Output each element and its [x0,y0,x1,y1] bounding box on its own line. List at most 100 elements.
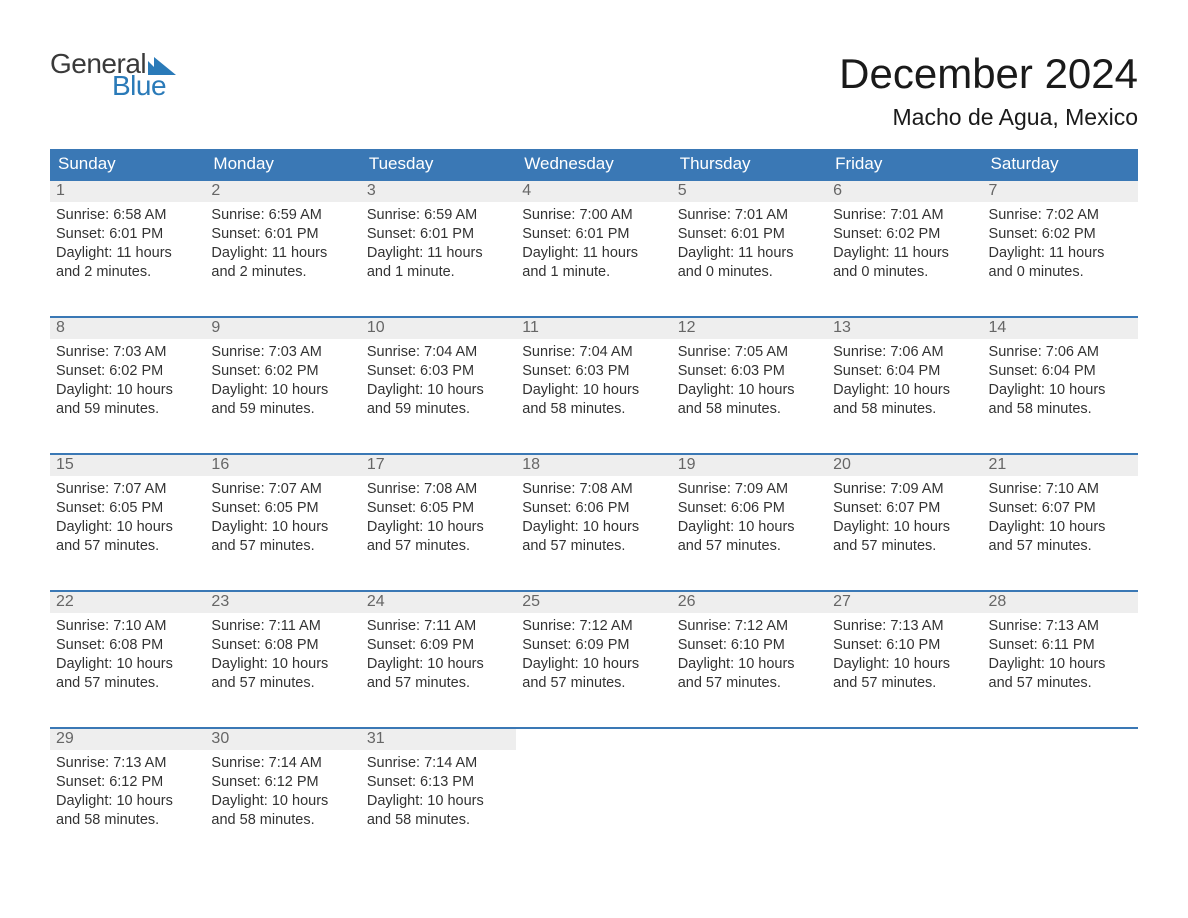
day-header-thursday: Thursday [672,149,827,179]
daylight-line-2: and 0 minutes. [989,263,1132,282]
day-number: 3 [361,181,516,202]
day-info: Sunrise: 6:58 AMSunset: 6:01 PMDaylight:… [50,202,205,287]
week-row: 22Sunrise: 7:10 AMSunset: 6:08 PMDayligh… [50,590,1138,727]
sunrise-line: Sunrise: 7:10 AM [56,617,199,636]
sunset-line: Sunset: 6:02 PM [833,225,976,244]
day-cell: 9Sunrise: 7:03 AMSunset: 6:02 PMDaylight… [205,318,360,453]
daylight-line-1: Daylight: 10 hours [56,655,199,674]
daylight-line-2: and 57 minutes. [522,537,665,556]
day-header-saturday: Saturday [983,149,1138,179]
day-info: Sunrise: 6:59 AMSunset: 6:01 PMDaylight:… [361,202,516,287]
day-info: Sunrise: 7:11 AMSunset: 6:09 PMDaylight:… [361,613,516,698]
daylight-line-1: Daylight: 10 hours [833,655,976,674]
daylight-line-1: Daylight: 10 hours [367,518,510,537]
day-cell: 10Sunrise: 7:04 AMSunset: 6:03 PMDayligh… [361,318,516,453]
day-cell: 18Sunrise: 7:08 AMSunset: 6:06 PMDayligh… [516,455,671,590]
sunrise-line: Sunrise: 7:13 AM [56,754,199,773]
daylight-line-1: Daylight: 11 hours [211,244,354,263]
sunrise-line: Sunrise: 7:09 AM [833,480,976,499]
daylight-line-1: Daylight: 11 hours [833,244,976,263]
day-info: Sunrise: 7:05 AMSunset: 6:03 PMDaylight:… [672,339,827,424]
daylight-line-1: Daylight: 10 hours [367,655,510,674]
day-cell: 14Sunrise: 7:06 AMSunset: 6:04 PMDayligh… [983,318,1138,453]
calendar: SundayMondayTuesdayWednesdayThursdayFrid… [50,149,1138,864]
day-cell: 13Sunrise: 7:06 AMSunset: 6:04 PMDayligh… [827,318,982,453]
day-info: Sunrise: 7:06 AMSunset: 6:04 PMDaylight:… [827,339,982,424]
day-info: Sunrise: 7:12 AMSunset: 6:09 PMDaylight:… [516,613,671,698]
daylight-line-2: and 58 minutes. [833,400,976,419]
day-info: Sunrise: 7:03 AMSunset: 6:02 PMDaylight:… [50,339,205,424]
daylight-line-1: Daylight: 10 hours [56,381,199,400]
daylight-line-2: and 59 minutes. [367,400,510,419]
sunrise-line: Sunrise: 7:11 AM [211,617,354,636]
week-row: 1Sunrise: 6:58 AMSunset: 6:01 PMDaylight… [50,179,1138,316]
day-number: 5 [672,181,827,202]
sunrise-line: Sunrise: 6:58 AM [56,206,199,225]
day-info: Sunrise: 7:12 AMSunset: 6:10 PMDaylight:… [672,613,827,698]
sunset-line: Sunset: 6:05 PM [56,499,199,518]
day-cell: 23Sunrise: 7:11 AMSunset: 6:08 PMDayligh… [205,592,360,727]
daylight-line-2: and 58 minutes. [211,811,354,830]
sunset-line: Sunset: 6:06 PM [678,499,821,518]
daylight-line-1: Daylight: 10 hours [211,381,354,400]
sunset-line: Sunset: 6:10 PM [833,636,976,655]
day-cell: 21Sunrise: 7:10 AMSunset: 6:07 PMDayligh… [983,455,1138,590]
daylight-line-2: and 57 minutes. [989,537,1132,556]
day-cell: 29Sunrise: 7:13 AMSunset: 6:12 PMDayligh… [50,729,205,864]
sunrise-line: Sunrise: 7:03 AM [56,343,199,362]
sunset-line: Sunset: 6:07 PM [989,499,1132,518]
day-info: Sunrise: 7:13 AMSunset: 6:10 PMDaylight:… [827,613,982,698]
day-number: 13 [827,318,982,339]
sunrise-line: Sunrise: 6:59 AM [211,206,354,225]
sunset-line: Sunset: 6:04 PM [989,362,1132,381]
day-cell: 24Sunrise: 7:11 AMSunset: 6:09 PMDayligh… [361,592,516,727]
sunrise-line: Sunrise: 7:10 AM [989,480,1132,499]
daylight-line-1: Daylight: 11 hours [367,244,510,263]
sunset-line: Sunset: 6:03 PM [678,362,821,381]
sunset-line: Sunset: 6:02 PM [56,362,199,381]
daylight-line-2: and 1 minute. [522,263,665,282]
sunset-line: Sunset: 6:07 PM [833,499,976,518]
sunrise-line: Sunrise: 7:01 AM [833,206,976,225]
day-header-row: SundayMondayTuesdayWednesdayThursdayFrid… [50,149,1138,179]
sunset-line: Sunset: 6:01 PM [522,225,665,244]
day-info: Sunrise: 7:09 AMSunset: 6:06 PMDaylight:… [672,476,827,561]
daylight-line-2: and 1 minute. [367,263,510,282]
sunset-line: Sunset: 6:05 PM [211,499,354,518]
day-cell: 5Sunrise: 7:01 AMSunset: 6:01 PMDaylight… [672,181,827,316]
empty-cell [672,729,827,864]
sunrise-line: Sunrise: 7:06 AM [989,343,1132,362]
daylight-line-2: and 58 minutes. [678,400,821,419]
daylight-line-2: and 2 minutes. [56,263,199,282]
day-number: 22 [50,592,205,613]
day-number: 17 [361,455,516,476]
daylight-line-2: and 57 minutes. [367,674,510,693]
daylight-line-1: Daylight: 10 hours [678,518,821,537]
sunset-line: Sunset: 6:09 PM [522,636,665,655]
month-title: December 2024 [839,50,1138,98]
sunset-line: Sunset: 6:13 PM [367,773,510,792]
day-info: Sunrise: 7:04 AMSunset: 6:03 PMDaylight:… [361,339,516,424]
empty-cell [827,729,982,864]
sunrise-line: Sunrise: 7:12 AM [678,617,821,636]
daylight-line-1: Daylight: 10 hours [989,655,1132,674]
day-info: Sunrise: 7:14 AMSunset: 6:13 PMDaylight:… [361,750,516,835]
day-info: Sunrise: 7:02 AMSunset: 6:02 PMDaylight:… [983,202,1138,287]
day-cell: 4Sunrise: 7:00 AMSunset: 6:01 PMDaylight… [516,181,671,316]
sunset-line: Sunset: 6:02 PM [211,362,354,381]
sunrise-line: Sunrise: 7:09 AM [678,480,821,499]
day-cell: 20Sunrise: 7:09 AMSunset: 6:07 PMDayligh… [827,455,982,590]
day-cell: 2Sunrise: 6:59 AMSunset: 6:01 PMDaylight… [205,181,360,316]
day-number: 9 [205,318,360,339]
daylight-line-2: and 57 minutes. [833,674,976,693]
day-cell: 16Sunrise: 7:07 AMSunset: 6:05 PMDayligh… [205,455,360,590]
sunrise-line: Sunrise: 7:04 AM [522,343,665,362]
daylight-line-1: Daylight: 11 hours [678,244,821,263]
day-number: 19 [672,455,827,476]
day-number: 24 [361,592,516,613]
daylight-line-1: Daylight: 10 hours [211,792,354,811]
day-cell: 3Sunrise: 6:59 AMSunset: 6:01 PMDaylight… [361,181,516,316]
daylight-line-2: and 58 minutes. [56,811,199,830]
daylight-line-2: and 57 minutes. [989,674,1132,693]
daylight-line-1: Daylight: 11 hours [522,244,665,263]
